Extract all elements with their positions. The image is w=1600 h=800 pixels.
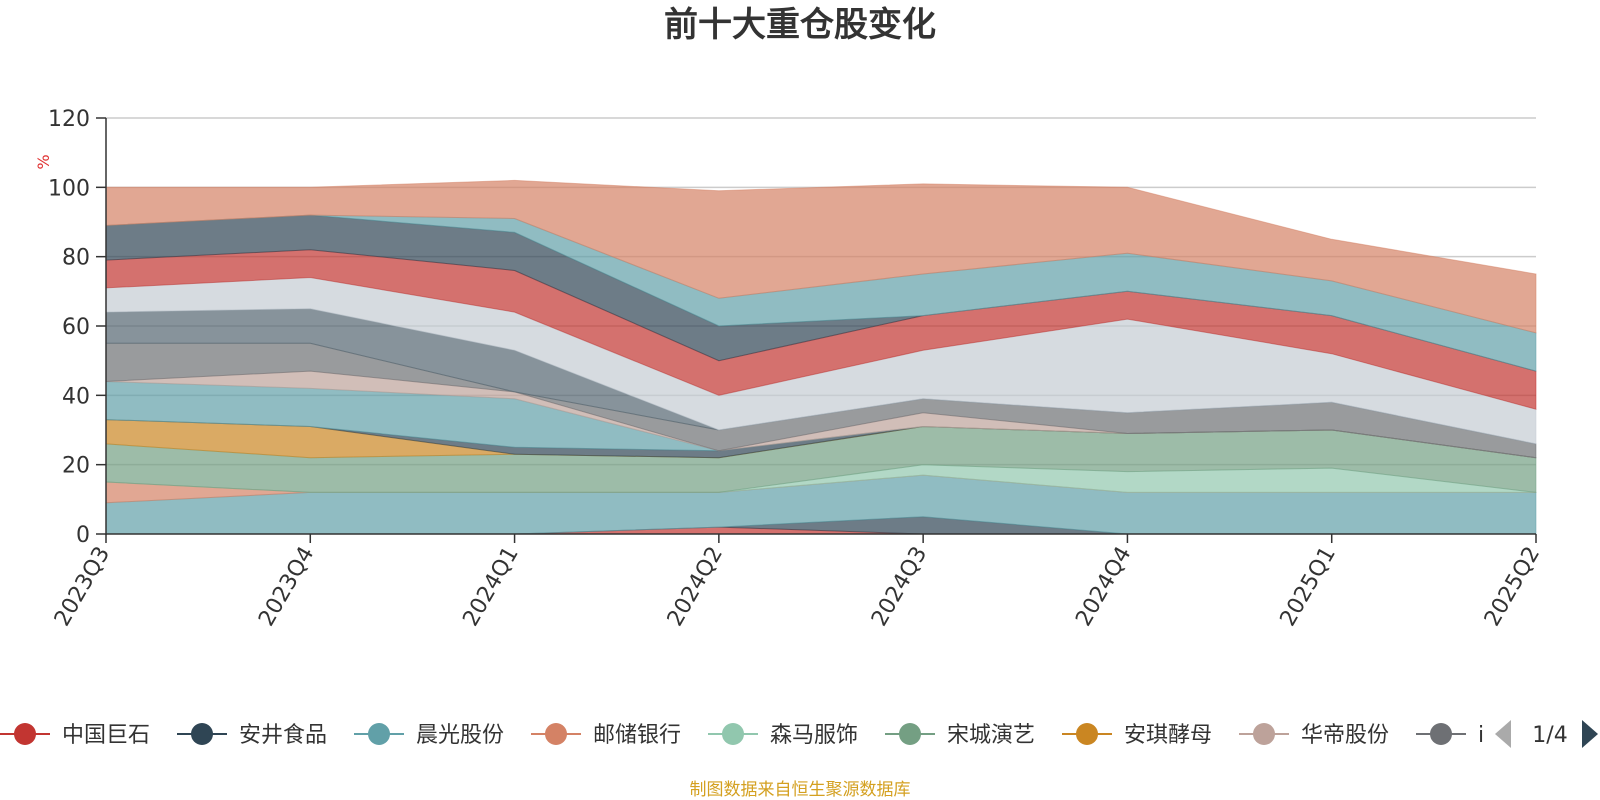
legend-label: 邮储银行 xyxy=(593,723,681,748)
legend-item[interactable]: 安井食品 xyxy=(177,723,327,748)
x-tick-label: 2023Q3 xyxy=(50,543,115,631)
legend-label: 宋城演艺 xyxy=(947,723,1035,748)
legend-marker xyxy=(545,723,567,745)
legend: 中国巨石 安井食品 晨光股份 邮储银行 森马服饰 宋城演艺 安琪酵母 华帝股份 i xyxy=(0,723,1484,748)
legend-marker xyxy=(1430,723,1452,745)
x-tick-label: 2024Q3 xyxy=(867,543,932,631)
x-tick-label: 2024Q1 xyxy=(458,543,523,631)
y-tick-label: 120 xyxy=(48,107,90,132)
y-tick-label: 80 xyxy=(62,246,90,271)
area-series xyxy=(105,179,1537,535)
legend-next-icon[interactable] xyxy=(1582,720,1598,748)
legend-label: 中国巨石 xyxy=(62,723,150,748)
legend-item[interactable]: 晨光股份 xyxy=(354,723,504,748)
legend-label: 安琪酵母 xyxy=(1124,723,1212,748)
y-tick-label: 0 xyxy=(76,523,90,548)
legend-label: 晨光股份 xyxy=(416,723,504,748)
legend-item[interactable]: 中国巨石 xyxy=(0,723,150,748)
x-tick-label: 2023Q4 xyxy=(254,543,319,631)
y-tick-label: 40 xyxy=(62,384,90,409)
legend-item[interactable]: i xyxy=(1416,723,1484,748)
x-tick-label: 2025Q2 xyxy=(1480,543,1545,631)
legend-item[interactable]: 宋城演艺 xyxy=(885,723,1035,748)
chart-title: 前十大重仓股变化 xyxy=(664,5,936,45)
x-tick-label: 2024Q2 xyxy=(663,543,728,631)
legend-label: 安井食品 xyxy=(239,723,327,748)
legend-prev-icon[interactable] xyxy=(1495,720,1511,748)
legend-label: 森马服饰 xyxy=(770,723,858,748)
legend-pager: 1/4 xyxy=(1495,720,1598,748)
legend-marker xyxy=(191,723,213,745)
y-tick-label: 60 xyxy=(62,315,90,340)
y-tick-label: 20 xyxy=(62,454,90,479)
y-axis-ticks: 0 20 40 60 80 100 120 xyxy=(48,107,106,548)
legend-item[interactable]: 邮储银行 xyxy=(531,723,681,748)
x-tick-label: 2025Q1 xyxy=(1276,543,1341,631)
legend-marker xyxy=(14,723,36,745)
legend-marker xyxy=(899,723,921,745)
source-note: 制图数据来自恒生聚源数据库 xyxy=(690,780,911,800)
legend-item[interactable]: 安琪酵母 xyxy=(1062,723,1212,748)
legend-marker xyxy=(1076,723,1098,745)
legend-marker xyxy=(1253,723,1275,745)
x-axis-ticks: 2023Q3 2023Q4 2024Q1 2024Q2 2024Q3 2024Q4 2025… xyxy=(50,534,1545,631)
legend-label: i xyxy=(1478,723,1484,748)
y-tick-label: 100 xyxy=(48,176,90,201)
legend-item[interactable]: 华帝股份 xyxy=(1239,723,1389,748)
y-axis-unit-label: % xyxy=(34,154,53,169)
x-tick-label: 2024Q4 xyxy=(1071,543,1136,631)
legend-label: 华帝股份 xyxy=(1301,723,1389,748)
legend-item[interactable]: 森马服饰 xyxy=(708,723,858,748)
area-series-16 xyxy=(105,179,1537,334)
legend-marker xyxy=(722,723,744,745)
legend-marker xyxy=(368,723,390,745)
legend-page-indicator: 1/4 xyxy=(1532,723,1567,748)
